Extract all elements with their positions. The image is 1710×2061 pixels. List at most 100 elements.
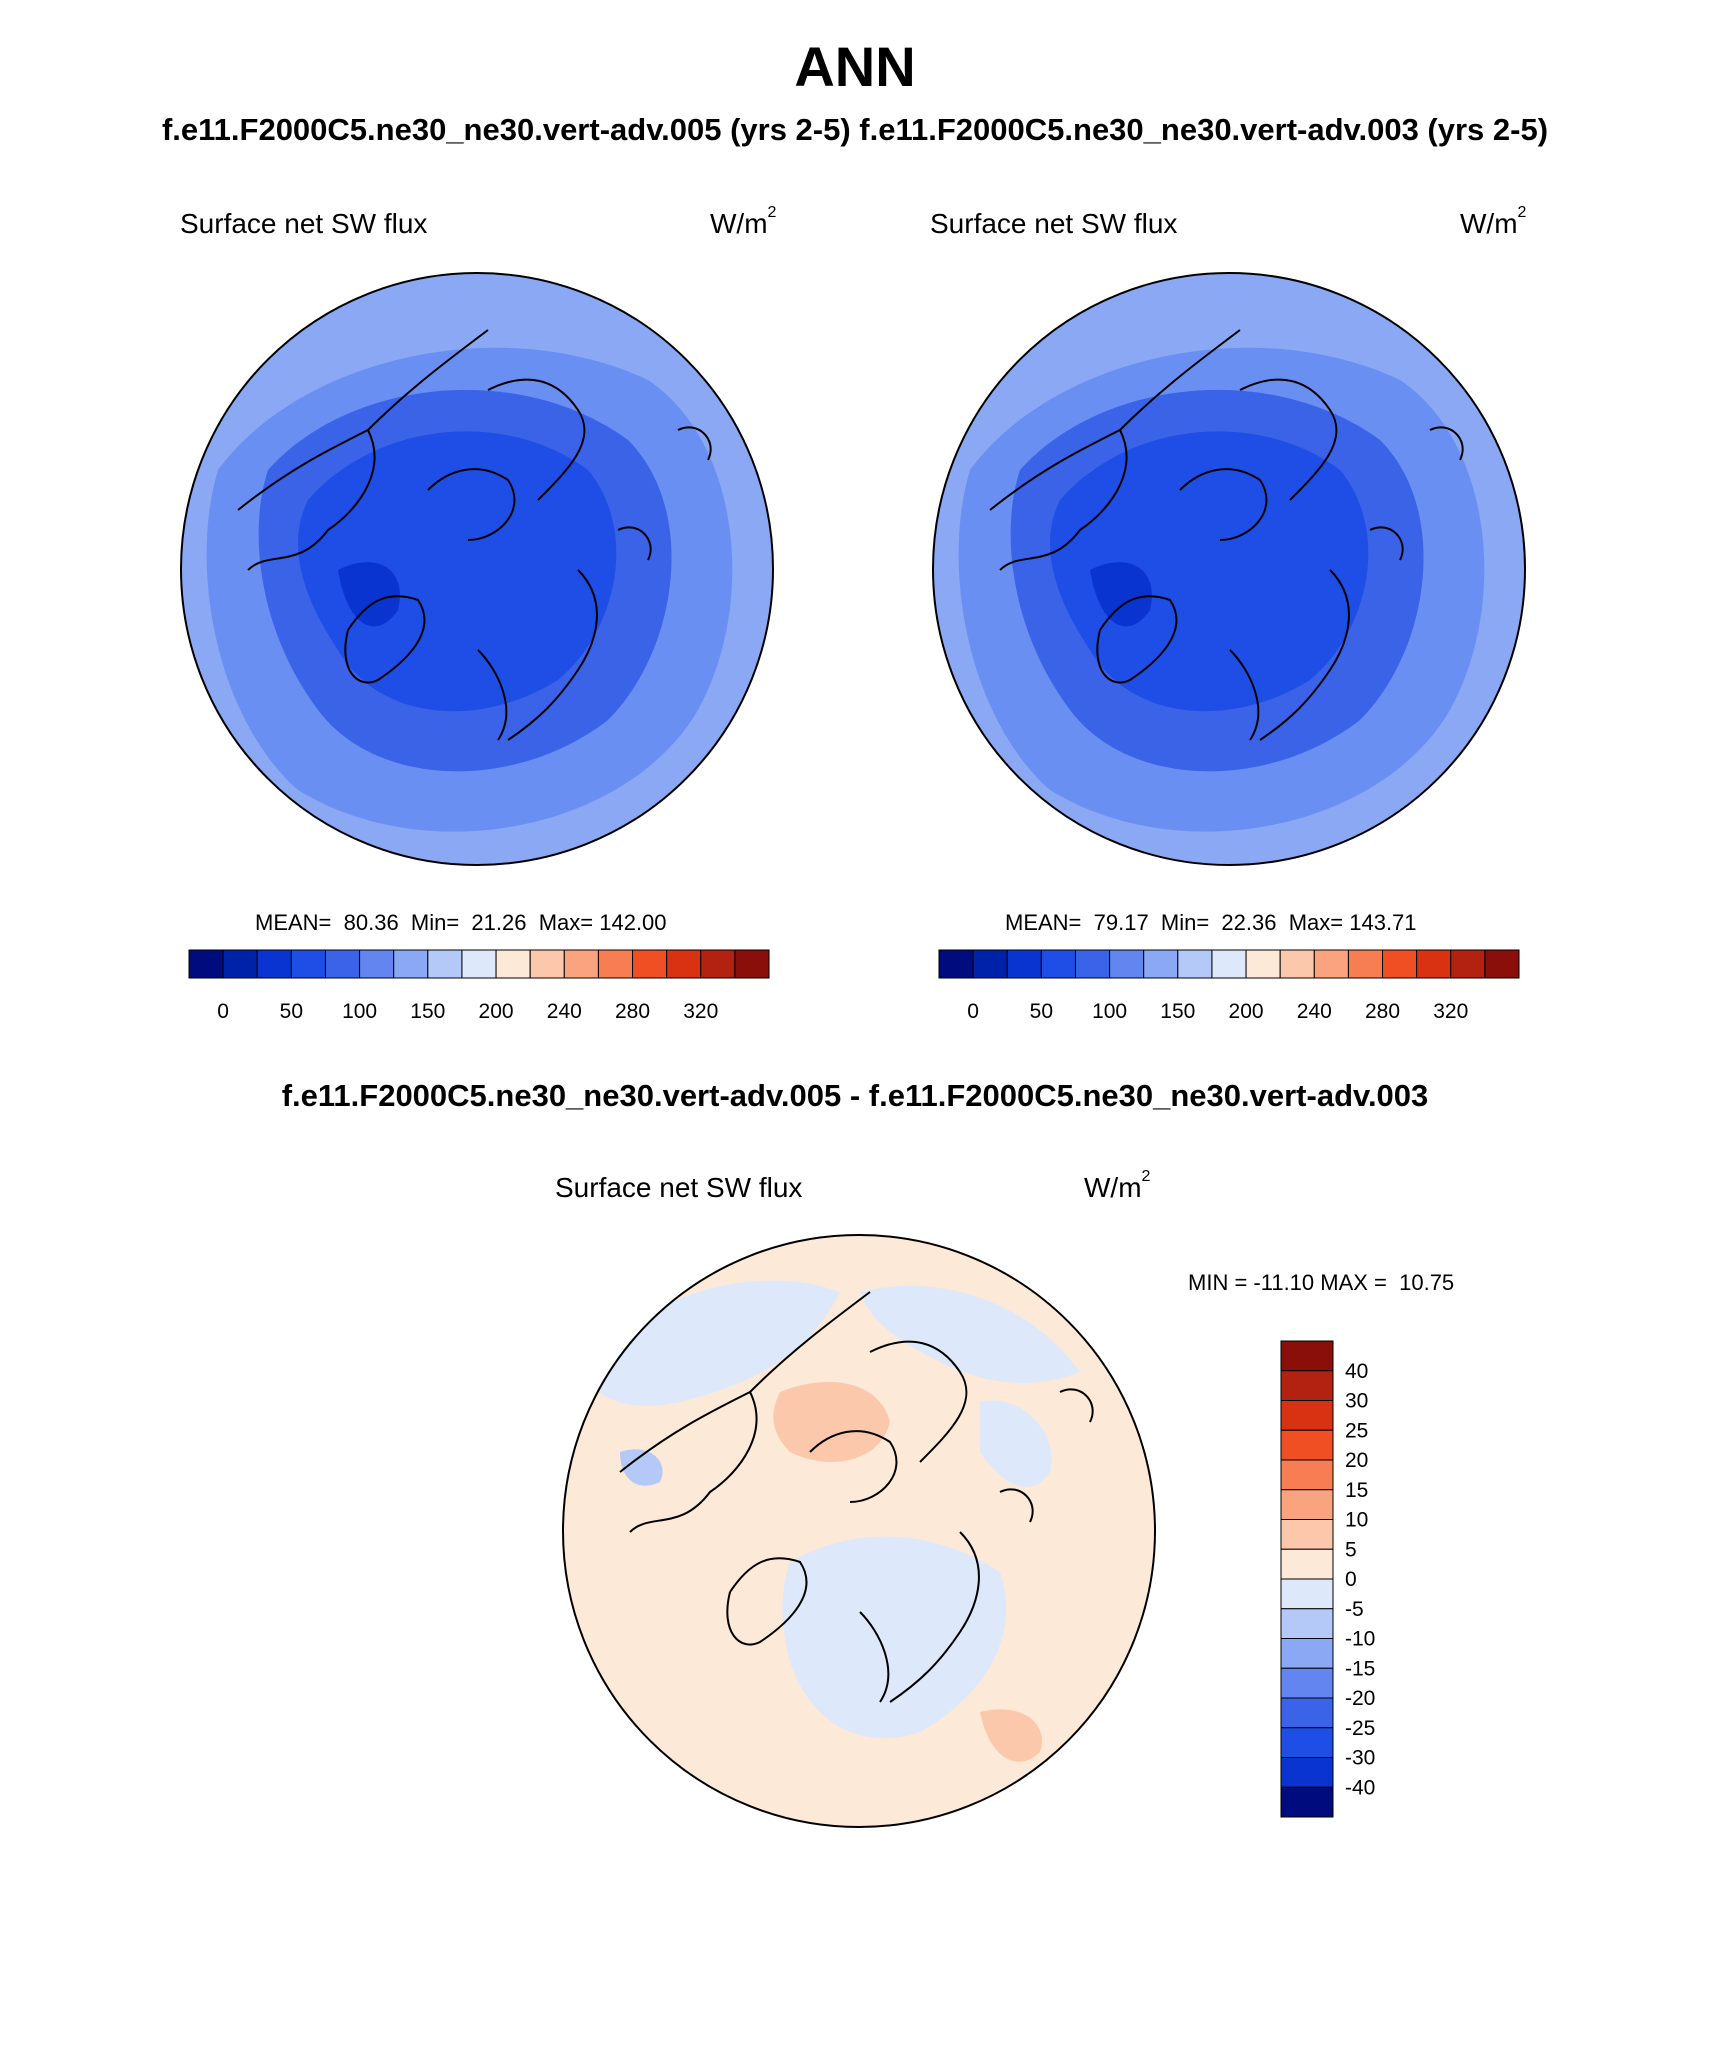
panel2-colorbar-box xyxy=(938,949,974,979)
panel2-variable-label: Surface net SW flux xyxy=(930,208,1178,239)
panel3-colorbar-tick-label: 5 xyxy=(1345,1538,1357,1561)
panel3-colorbar-box xyxy=(1280,1638,1334,1669)
panel3-field-warm-patch xyxy=(773,1382,890,1462)
panel3-colorbar-tick-label: -40 xyxy=(1345,1776,1375,1799)
panel3-units-base: W/m xyxy=(1084,1172,1142,1203)
panel2-polar-map xyxy=(932,272,1526,866)
panel2-colorbar-box xyxy=(1450,949,1486,979)
panel2-colorbar-box xyxy=(1211,949,1247,979)
panel3-field-cool-c xyxy=(782,1536,1007,1739)
panel2-colorbar-tick-label: 100 xyxy=(1092,1000,1127,1023)
panel2-colorbar-box xyxy=(1484,949,1520,979)
panel1-colorbar-tick-label: 100 xyxy=(342,1000,377,1023)
panel3-colorbar-box xyxy=(1280,1459,1334,1491)
panel1-colorbar-box xyxy=(597,949,634,979)
panel2-colorbar-box xyxy=(972,949,1008,979)
panel3-colorbar-box xyxy=(1280,1578,1334,1610)
panel3-colorbar-box xyxy=(1280,1548,1334,1580)
panel3-colorbar-box xyxy=(1280,1370,1334,1401)
panel1-units-exponent: 2 xyxy=(767,204,777,221)
panel3-colorbar-tick-label: 40 xyxy=(1345,1360,1368,1383)
panel1-statistics: MEAN= 80.36 Min= 21.26 Max= 142.00 xyxy=(255,910,667,935)
panel3-colorbar-tick-label: 25 xyxy=(1345,1419,1368,1442)
panel2-units-exponent: 2 xyxy=(1517,204,1527,221)
panel1-polar-map xyxy=(180,272,774,866)
panel3-colorbar: 40 30 25 20 15 10 5 0 -5 -10 -15 -20 -25 -30 -40 xyxy=(1280,1340,1375,1818)
panel2-colorbar-tick-label: 200 xyxy=(1229,1000,1264,1023)
panel2-colorbar-box xyxy=(1143,949,1179,979)
panel1-colorbar-box xyxy=(359,949,395,979)
panel3-units-exponent: 2 xyxy=(1141,1168,1151,1185)
panel3-field-cool-a xyxy=(580,1280,840,1406)
panel1-variable-label: Surface net SW flux xyxy=(180,208,428,239)
panel1-colorbar-tick-label: 280 xyxy=(615,1000,650,1023)
panel1-colorbar-box xyxy=(427,949,463,979)
panel2-coastlines xyxy=(989,329,1464,741)
panel1-coastlines xyxy=(237,329,712,741)
panel2-colorbar-tick-label: 280 xyxy=(1365,1000,1400,1023)
panel3-field-warm-patch-b xyxy=(980,1709,1042,1762)
panel3-field-cool-b xyxy=(860,1285,1080,1383)
panel3-difference-polar-map xyxy=(562,1234,1156,1828)
panel2-colorbar-box xyxy=(1109,949,1145,979)
panel3-colorbar-box xyxy=(1280,1340,1334,1372)
panel1-colorbar-box xyxy=(734,949,770,979)
panel2-field-core xyxy=(1090,562,1152,627)
panel3-colorbar-tick-label: 0 xyxy=(1345,1568,1357,1591)
panel2-colorbar-box xyxy=(1074,949,1111,979)
panel1-colorbar-box xyxy=(563,949,599,979)
panel3-colorbar-tick-label: -15 xyxy=(1345,1657,1375,1680)
panel1-field-inner xyxy=(298,431,617,712)
panel2-units-label: W/m2 xyxy=(1460,204,1526,240)
panel1-colorbar-box xyxy=(495,949,531,979)
panel3-units-label: W/m2 xyxy=(1084,1168,1150,1204)
panel3-colorbar-tick-label: -20 xyxy=(1345,1687,1375,1710)
panel2-colorbar-tick-label: 320 xyxy=(1433,1000,1468,1023)
panel3-colorbar-box xyxy=(1280,1400,1334,1431)
panel2-colorbar-box xyxy=(1416,949,1452,979)
panel1-colorbar-tick-label: 150 xyxy=(410,1000,445,1023)
panel1-colorbar-tick-label: 200 xyxy=(479,1000,514,1023)
panel2-colorbar-tick-label: 150 xyxy=(1160,1000,1195,1023)
panel3-colorbar-box xyxy=(1280,1519,1334,1550)
panel2-colorbar: 0 50 100 150 200 240 280 320 xyxy=(938,949,1520,1023)
page-title: ANN xyxy=(794,35,916,98)
panel1-units-base: W/m xyxy=(710,208,768,239)
panel2-units-base: W/m xyxy=(1460,208,1518,239)
panel3-colorbar-tick-label: -30 xyxy=(1345,1747,1375,1770)
panel2-colorbar-tick-label: 50 xyxy=(1030,1000,1053,1023)
panel2-statistics: MEAN= 79.17 Min= 22.36 Max= 143.71 xyxy=(1005,910,1417,935)
panel1-colorbar-box xyxy=(222,949,258,979)
panel1-colorbar-box xyxy=(632,949,668,979)
panel2-colorbar-tick-label: 240 xyxy=(1297,1000,1332,1023)
panel3-coastlines xyxy=(619,1291,1094,1703)
panel1-colorbar-box xyxy=(188,949,224,979)
panel2-colorbar-box xyxy=(1245,949,1281,979)
panel3-colorbar-box xyxy=(1280,1608,1334,1639)
panel1-colorbar-box xyxy=(256,949,292,979)
panel3-statistics: MIN = -11.10 MAX = 10.75 xyxy=(1188,1270,1455,1295)
case-comparison-header: f.e11.F2000C5.ne30_ne30.vert-adv.005 (yr… xyxy=(161,112,1549,147)
panel3-colorbar-tick-label: 30 xyxy=(1345,1390,1368,1413)
panel3-colorbar-tick-label: -5 xyxy=(1345,1598,1364,1621)
panel2-colorbar-box xyxy=(1313,949,1349,979)
panel3-colorbar-box xyxy=(1280,1429,1334,1461)
panel1-colorbar-box xyxy=(290,949,326,979)
panel1-map-border xyxy=(180,272,774,866)
panel3-colorbar-tick-label: 10 xyxy=(1345,1509,1368,1532)
panel3-colorbar-tick-label: -25 xyxy=(1345,1717,1375,1740)
panel3-variable-label: Surface net SW flux xyxy=(555,1172,803,1203)
panel3-field-cool-d xyxy=(980,1400,1052,1487)
panel3-colorbar-box xyxy=(1280,1697,1334,1729)
panel3-colorbar-tick-label: 15 xyxy=(1345,1479,1368,1502)
panel1-colorbar-box xyxy=(393,949,429,979)
panel2-map-border xyxy=(932,272,1526,866)
panel3-map-border xyxy=(562,1234,1156,1828)
panel3-colorbar-tick-label: 20 xyxy=(1345,1449,1368,1472)
panel2-colorbar-box xyxy=(1347,949,1384,979)
panel1-colorbar-box xyxy=(324,949,361,979)
panel3-colorbar-tick-label: -10 xyxy=(1345,1628,1375,1651)
panel1-colorbar-box xyxy=(461,949,497,979)
panel2-colorbar-box xyxy=(1006,949,1042,979)
panel1-units-label: W/m2 xyxy=(710,204,776,240)
